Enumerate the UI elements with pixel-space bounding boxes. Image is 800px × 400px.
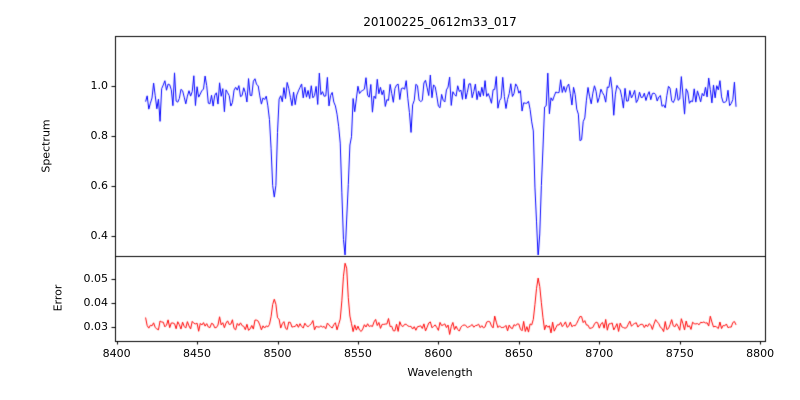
x-axis-label: Wavelength — [407, 366, 473, 379]
spectrum-y-tick-label: 1.0 — [90, 79, 109, 92]
x-tick-label: 8650 — [504, 347, 533, 360]
spectrum-y-tick-label: 0.6 — [90, 179, 109, 192]
error-y-tick-label: 0.05 — [83, 271, 109, 285]
spectrum-y-axis-label: Spectrum — [39, 119, 53, 173]
error-y-tick-label: 0.03 — [83, 319, 109, 333]
x-tick-label: 8800 — [746, 347, 775, 360]
error-y-tick-label: 0.04 — [83, 295, 109, 309]
x-tick-label: 8450 — [183, 347, 212, 360]
chart-title: 20100225_0612m33_017 — [363, 15, 517, 29]
spectrum-y-tick-label: 0.4 — [90, 229, 109, 242]
x-tick-label: 8550 — [343, 347, 372, 360]
x-tick-label: 8600 — [424, 347, 453, 360]
x-tick-label: 8500 — [263, 347, 292, 360]
spectrum-y-tick-label: 0.8 — [90, 129, 109, 142]
x-tick-label: 8400 — [102, 347, 131, 360]
x-tick-label: 8700 — [585, 347, 614, 360]
x-tick-label: 8750 — [665, 347, 694, 360]
